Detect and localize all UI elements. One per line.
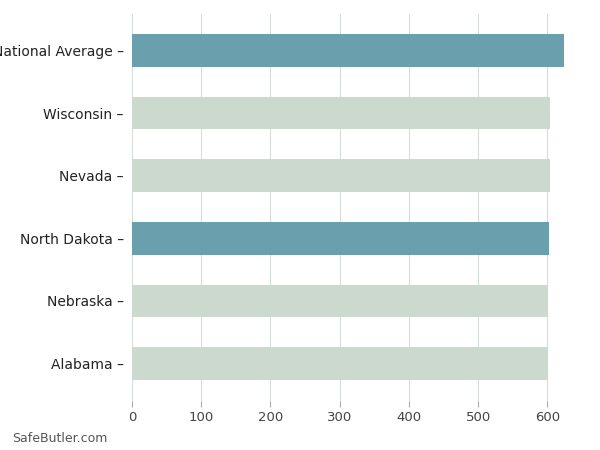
Bar (132, 159, 550, 192)
Bar (132, 222, 550, 255)
Bar (132, 284, 548, 317)
Text: SafeButler.com: SafeButler.com (12, 432, 107, 446)
Bar (132, 34, 564, 67)
Bar (132, 347, 548, 380)
Bar (132, 97, 550, 130)
